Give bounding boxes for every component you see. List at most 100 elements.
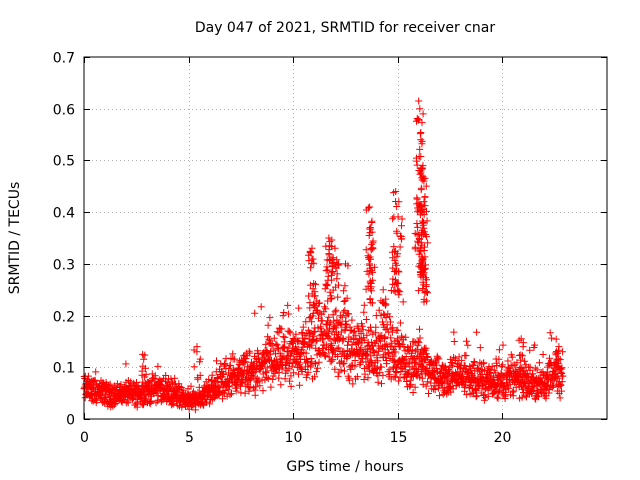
- data-point: [262, 369, 270, 377]
- data-point: [413, 115, 421, 122]
- data-point: [347, 326, 355, 334]
- data-point: [376, 368, 384, 376]
- data-point: [340, 359, 348, 367]
- data-point: [360, 376, 368, 383]
- data-point: [392, 276, 399, 284]
- data-point: [196, 358, 204, 366]
- data-point: [325, 329, 333, 337]
- data-point: [321, 285, 329, 293]
- data-point: [495, 355, 503, 363]
- data-point: [233, 384, 241, 392]
- data-point: [435, 355, 443, 363]
- data-point: [334, 293, 342, 301]
- data-point: [342, 260, 349, 268]
- data-point: [407, 380, 415, 388]
- data-point: [312, 360, 319, 368]
- data-point: [122, 360, 130, 368]
- data-point: [357, 330, 365, 338]
- data-point: [379, 321, 387, 329]
- data-point: [284, 301, 292, 309]
- data-point: [391, 357, 399, 365]
- data-point: [356, 361, 364, 369]
- data-point: [311, 328, 319, 335]
- data-point: [334, 372, 342, 380]
- data-point: [345, 376, 353, 384]
- data-point: [379, 299, 387, 307]
- data-point: [154, 362, 162, 370]
- data-point: [290, 369, 298, 377]
- data-point: [418, 119, 426, 127]
- data-point: [321, 303, 328, 311]
- data-point: [395, 291, 403, 299]
- data-point: [390, 373, 398, 381]
- data-point: [367, 327, 375, 335]
- data-point: [352, 332, 360, 340]
- data-point: [395, 377, 403, 385]
- data-point: [546, 329, 554, 337]
- data-point: [556, 394, 564, 402]
- data-point: [106, 380, 114, 388]
- data-point: [419, 285, 427, 293]
- data-point: [307, 264, 315, 272]
- data-point: [517, 356, 525, 364]
- data-point: [414, 239, 422, 247]
- data-point: [495, 346, 503, 354]
- data-point: [552, 373, 560, 381]
- data-point: [275, 345, 282, 353]
- data-point: [366, 261, 373, 269]
- x-tick-label: 15: [390, 430, 408, 446]
- data-point: [262, 340, 270, 348]
- data-point: [481, 394, 489, 402]
- data-point: [381, 300, 389, 308]
- data-point: [417, 129, 425, 136]
- data-point: [295, 304, 303, 312]
- data-point: [417, 354, 425, 362]
- data-point: [411, 347, 419, 355]
- data-point: [366, 224, 374, 231]
- y-tick-label: 0.1: [53, 361, 75, 377]
- data-point: [328, 357, 336, 365]
- data-point: [171, 374, 179, 382]
- data-point: [508, 353, 516, 361]
- data-point: [139, 350, 147, 358]
- data-point: [315, 358, 323, 366]
- data-point: [357, 344, 365, 352]
- data-point: [308, 358, 316, 366]
- data-point: [418, 226, 426, 234]
- data-point: [389, 324, 397, 332]
- data-point: [501, 383, 509, 391]
- data-point: [286, 329, 294, 337]
- data-point: [270, 334, 278, 342]
- data-point: [533, 366, 541, 374]
- data-point: [387, 334, 395, 342]
- data-point: [263, 373, 271, 381]
- data-point: [228, 390, 235, 398]
- data-point: [420, 211, 428, 219]
- data-point: [140, 400, 148, 408]
- data-point: [310, 259, 318, 267]
- data-point: [322, 320, 330, 328]
- y-tick-label: 0.7: [53, 51, 75, 67]
- data-point: [391, 281, 399, 289]
- data-point: [415, 339, 423, 347]
- data-point: [139, 362, 147, 370]
- data-point: [333, 275, 341, 283]
- data-point: [559, 348, 567, 356]
- data-point: [307, 355, 315, 362]
- data-point: [337, 328, 345, 336]
- x-tick-label: 10: [285, 430, 303, 446]
- data-point: [379, 371, 387, 379]
- data-point: [334, 353, 342, 360]
- data-point: [472, 393, 480, 401]
- data-point: [423, 365, 431, 372]
- data-point: [548, 334, 556, 342]
- data-point: [242, 355, 250, 363]
- data-point: [330, 317, 338, 325]
- data-point: [416, 105, 424, 113]
- data-point: [399, 298, 407, 306]
- data-point: [443, 390, 451, 398]
- data-point: [400, 357, 408, 365]
- data-point: [382, 295, 390, 303]
- data-point: [322, 267, 330, 275]
